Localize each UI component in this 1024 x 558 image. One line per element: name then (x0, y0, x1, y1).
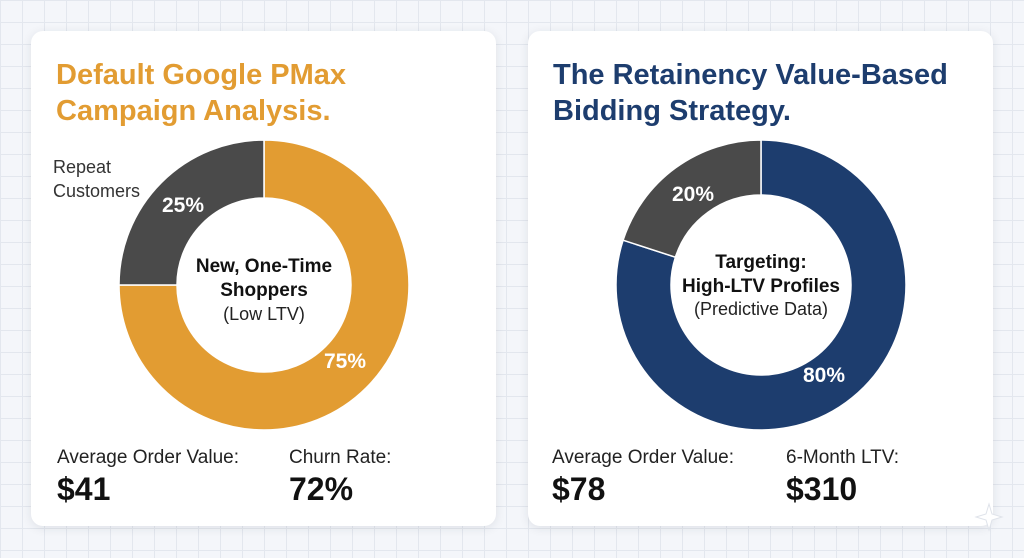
stat-value: $41 (57, 471, 111, 507)
center-label: Targeting: (715, 252, 806, 273)
repeat-customers-callout: Repeat Customers (53, 155, 140, 203)
stat-label: Average Order Value: (57, 447, 240, 468)
center-sublabel: (Predictive Data) (694, 299, 828, 319)
stat-label: Churn Rate: (289, 447, 392, 468)
stat-value: $310 (786, 471, 858, 507)
card-title: The Retainency Value-Based Bidding Strat… (553, 59, 948, 127)
slice-value-label: 80% (803, 364, 845, 387)
slice-value-label: 75% (324, 350, 366, 373)
center-label: New, One-Time (196, 256, 332, 277)
donut-slice-1 (615, 139, 907, 431)
retainency-strategy-card: The Retainency Value-Based Bidding Strat… (528, 31, 993, 526)
stat-value: $78 (552, 471, 606, 507)
pmax-donut-chart: 75% 25% New, One-Time Shoppers (Low LTV) (118, 139, 410, 431)
center-sublabel: (Low LTV) (223, 304, 305, 324)
card-title: Default Google PMax Campaign Analysis. (56, 59, 347, 127)
stat-value: 72% (289, 471, 354, 507)
center-label: Shoppers (220, 280, 308, 301)
donut-slice-2 (118, 139, 265, 286)
retainency-donut-chart: 80% 20% Targeting: High-LTV Profiles (Pr… (615, 139, 907, 431)
slice-value-label: 25% (162, 194, 204, 217)
slice-value-label: 20% (672, 183, 714, 206)
callout-line: Repeat (53, 157, 112, 177)
pmax-analysis-card: Default Google PMax Campaign Analysis. R… (31, 31, 496, 526)
center-label: High-LTV Profiles (682, 276, 840, 297)
callout-line: Customers (53, 181, 141, 201)
stat-label: 6-Month LTV: (786, 447, 899, 468)
stat-label: Average Order Value: (552, 447, 735, 468)
sparkle-icon (974, 502, 1004, 532)
donut-slice-2 (622, 139, 762, 259)
donut-slice-1 (118, 139, 410, 431)
